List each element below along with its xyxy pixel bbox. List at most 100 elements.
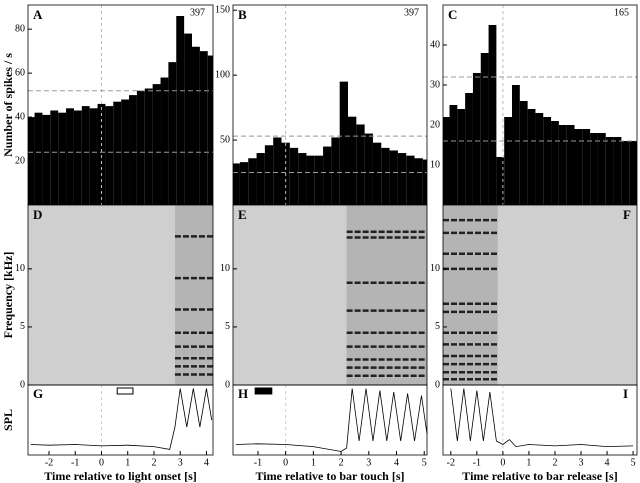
bar [199, 51, 208, 206]
panel-letter: H [238, 386, 248, 401]
x-tick-label: 3 [178, 457, 183, 468]
spl-trace [235, 388, 428, 452]
y-tick-label: 40 [15, 111, 25, 122]
bar [160, 77, 169, 205]
y-tick-label: 0 [20, 379, 25, 390]
y-tick-label: 100 [215, 69, 230, 80]
bar [289, 147, 299, 205]
x-tick-label: 5 [631, 457, 636, 468]
panel-frame [232, 384, 428, 456]
bar [381, 147, 390, 205]
bar [443, 117, 450, 205]
bar [273, 137, 282, 205]
panel-letter: E [238, 207, 247, 222]
bar [406, 155, 415, 205]
x-tick-label: -1 [473, 457, 481, 468]
y-tick-label: 80 [15, 23, 25, 34]
bar [621, 141, 630, 205]
bar [66, 108, 74, 205]
bar [105, 106, 114, 205]
x-tick-label: 4 [605, 457, 610, 468]
bar [168, 62, 177, 206]
bar [527, 109, 536, 205]
bar [184, 33, 193, 206]
y-tick-label: 150 [215, 4, 230, 15]
x-tick-label: 3 [579, 457, 584, 468]
y-tick-label: 5 [225, 321, 230, 332]
bar [152, 84, 161, 205]
panel-frame [442, 384, 638, 456]
bar [389, 150, 398, 205]
bar [42, 114, 51, 205]
x-axis-title: Time relative to bar touch [s] [256, 469, 405, 483]
bar [364, 133, 373, 205]
trial-count: 397 [404, 7, 419, 18]
bar [422, 159, 427, 205]
y-tick-label: 0 [225, 379, 230, 390]
bar [314, 155, 324, 205]
x-tick-label: 0 [99, 457, 104, 468]
bar [605, 137, 614, 205]
bar [144, 88, 153, 205]
y-tick-label: 5 [435, 321, 440, 332]
x-tick-label: 0 [500, 457, 505, 468]
stimulus-marker [116, 387, 134, 395]
x-tick-label: 2 [552, 457, 557, 468]
x-tick-label: 1 [311, 457, 316, 468]
panel-letter: D [33, 207, 42, 222]
bar [590, 133, 598, 205]
bar [496, 157, 505, 205]
bar [613, 137, 622, 205]
y-tick-label: 10 [430, 159, 440, 170]
bar [512, 85, 520, 205]
bar [582, 129, 591, 205]
bar [73, 110, 82, 205]
trial-count: 165 [614, 7, 629, 18]
bar [113, 101, 122, 205]
bar [465, 93, 473, 205]
y-tick-label: 60 [15, 67, 25, 78]
x-tick-label: 5 [422, 457, 427, 468]
y-tick-label: 0 [435, 379, 440, 390]
bar [34, 112, 43, 205]
bar [535, 113, 544, 205]
bar [339, 81, 349, 205]
bar [81, 106, 90, 205]
y-tick-label: 10 [220, 263, 230, 274]
bar [89, 108, 98, 205]
bar [397, 153, 407, 205]
bar [256, 153, 265, 205]
bar [519, 101, 528, 205]
x-tick-label: -1 [254, 457, 262, 468]
bar [207, 55, 213, 205]
bar [472, 73, 481, 205]
x-tick-label: -2 [45, 457, 53, 468]
panel-letter: A [33, 7, 43, 22]
y-tick-label: 50 [220, 134, 230, 145]
stimulus-marker [254, 387, 273, 395]
bar [551, 121, 559, 205]
panel-letter: I [623, 386, 628, 401]
bar [558, 125, 567, 205]
x-tick-label: 0 [283, 457, 288, 468]
bar [298, 153, 307, 205]
bar [449, 105, 458, 205]
trial-count: 397 [190, 7, 205, 18]
x-tick-label: 4 [204, 457, 209, 468]
y-axis-title: SPL [1, 409, 15, 431]
bar [457, 109, 466, 205]
bar [543, 117, 552, 205]
y-tick-label: 40 [430, 39, 440, 50]
y-tick-label: 20 [15, 155, 25, 166]
bar [414, 158, 423, 205]
spl-trace [30, 388, 213, 450]
bar [597, 133, 606, 205]
panel-frame [27, 384, 214, 456]
x-tick-label: -1 [71, 457, 79, 468]
bar [97, 103, 106, 205]
bar [239, 162, 249, 205]
y-tick-label: 10 [430, 263, 440, 274]
panel-letter: G [33, 386, 43, 401]
x-tick-label: 1 [526, 457, 531, 468]
